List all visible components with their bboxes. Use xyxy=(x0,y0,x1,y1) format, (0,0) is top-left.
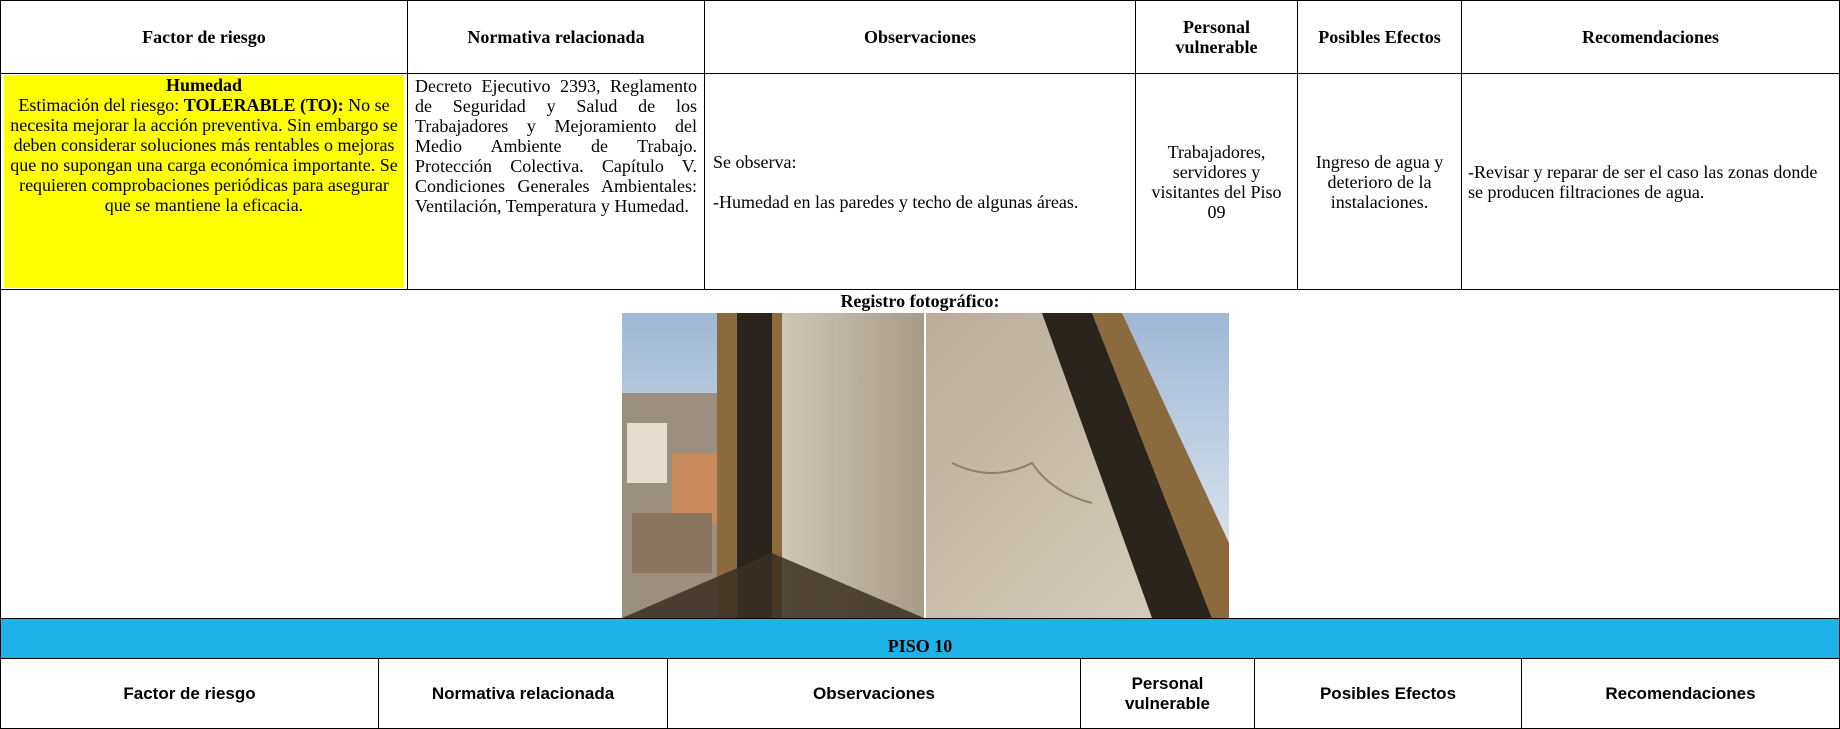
header-cell: Factor de riesgo xyxy=(0,0,408,74)
observaciones-line: -Humedad en las paredes y techo de algun… xyxy=(713,191,1079,212)
header-cell: Observaciones xyxy=(704,0,1136,74)
header-cell: Recomendaciones xyxy=(1461,0,1840,74)
header-cell: Posibles Efectos xyxy=(1254,658,1522,729)
factor-text: Humedad Estimación del riesgo: TOLERABLE… xyxy=(4,75,404,288)
header-cell: Posibles Efectos xyxy=(1297,0,1462,74)
header-text: Recomendaciones xyxy=(1605,683,1756,703)
recomendaciones-cell: -Revisar y reparar de ser el caso las zo… xyxy=(1461,73,1840,290)
header-cell: Observaciones xyxy=(667,658,1081,729)
factor-description: No se necesita mejorar la acción prevent… xyxy=(10,95,398,215)
photos xyxy=(622,313,1229,618)
photo-caption: Registro fotográfico: xyxy=(840,291,1000,311)
observaciones-text: Se observa: -Humedad en las paredes y te… xyxy=(705,152,1086,212)
header-text: Factor de riesgo xyxy=(123,683,256,703)
header-text: Personal vulnerable xyxy=(1124,673,1211,713)
header-text: Factor de riesgo xyxy=(142,27,266,47)
efectos-text: Ingreso de agua y deterioro de la instal… xyxy=(1315,151,1444,212)
photo-right xyxy=(926,313,1229,618)
header-text: Observaciones xyxy=(813,683,935,703)
header-cell: Normativa relacionada xyxy=(407,0,705,74)
personal-text: Trabajadores, servidores y visitantes de… xyxy=(1151,141,1282,222)
factor-lead: Estimación del riesgo: xyxy=(18,95,184,115)
observaciones-cell: Se observa: -Humedad en las paredes y te… xyxy=(704,73,1136,290)
header-cell: Factor de riesgo xyxy=(0,658,379,729)
normativa-cell: Decreto Ejecutivo 2393, Reglamento de Se… xyxy=(407,73,705,290)
factor-level: TOLERABLE (TO): xyxy=(183,95,344,115)
header-text: Personal vulnerable xyxy=(1175,17,1258,57)
header-text: Posibles Efectos xyxy=(1319,683,1457,703)
observaciones-line: Se observa: xyxy=(713,151,797,172)
header-text: Observaciones xyxy=(864,27,976,47)
efectos-cell: Ingreso de agua y deterioro de la instal… xyxy=(1297,73,1462,290)
factor-title: Humedad xyxy=(165,75,243,95)
personal-cell: Trabajadores, servidores y visitantes de… xyxy=(1135,73,1298,290)
header-cell: Personal vulnerable xyxy=(1135,0,1298,74)
header-cell: Normativa relacionada xyxy=(378,658,668,729)
header-text: Normativa relacionada xyxy=(467,27,645,47)
header-text: Normativa relacionada xyxy=(431,683,615,703)
factor-cell: Humedad Estimación del riesgo: TOLERABLE… xyxy=(0,73,408,290)
header-cell: Personal vulnerable xyxy=(1080,658,1255,729)
section-bar: PISO 10 xyxy=(0,618,1840,659)
recomendaciones-text: -Revisar y reparar de ser el caso las zo… xyxy=(1468,161,1818,202)
header-text: Posibles Efectos xyxy=(1318,27,1441,47)
header-text: Recomendaciones xyxy=(1582,27,1719,47)
normativa-text: Decreto Ejecutivo 2393, Reglamento de Se… xyxy=(415,76,697,216)
section-title: PISO 10 xyxy=(887,636,953,656)
header-cell: Recomendaciones xyxy=(1521,658,1840,729)
photo-left xyxy=(622,313,924,618)
